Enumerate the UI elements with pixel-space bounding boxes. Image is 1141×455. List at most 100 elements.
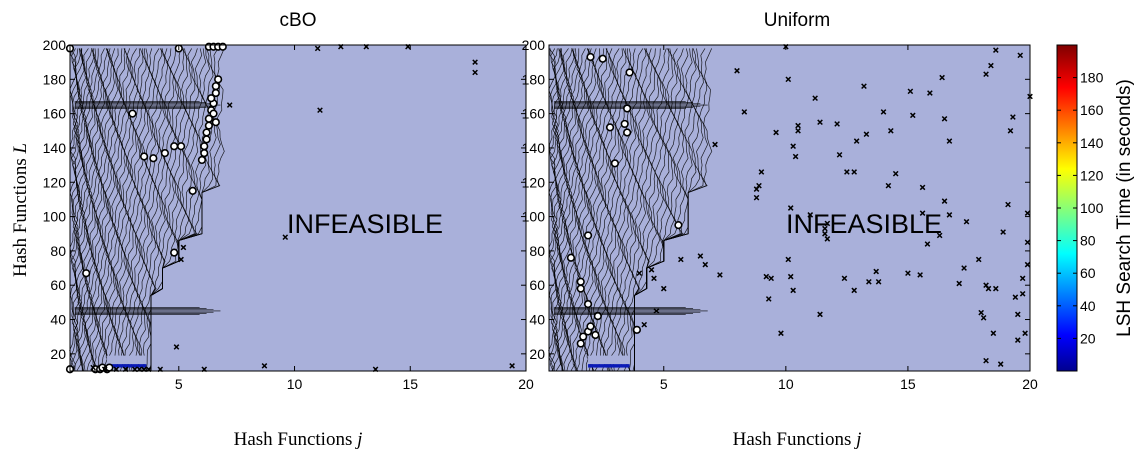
cross-point	[887, 127, 894, 134]
contour-line	[608, 48, 619, 372]
contour-line	[558, 48, 568, 372]
colorbar-tick-label: 80	[1080, 233, 1096, 249]
cross-point	[753, 186, 760, 192]
cross-point	[885, 182, 892, 189]
y-tick-label: 60	[529, 277, 545, 293]
contour-line	[107, 48, 117, 372]
cross-point	[261, 363, 268, 369]
circle-point	[623, 128, 632, 137]
cross-point	[941, 198, 948, 204]
circle-point	[128, 109, 137, 118]
contour-line	[548, 48, 558, 372]
cross-point	[946, 138, 953, 144]
cross-point	[863, 131, 870, 138]
colorbar-tick-label: 140	[1080, 135, 1104, 151]
circle-point	[209, 109, 218, 118]
contour-lines	[548, 48, 713, 372]
circle-point	[586, 52, 595, 62]
cross-point	[734, 67, 740, 74]
circle-point	[82, 269, 91, 278]
contour-line	[588, 48, 598, 372]
circle-series	[566, 52, 683, 348]
cross-point	[787, 205, 794, 211]
cross-point	[768, 275, 775, 282]
cross-point	[282, 234, 289, 240]
contour-line	[147, 48, 156, 372]
cross-point	[841, 275, 848, 282]
y-tick-label: 100	[522, 209, 546, 225]
cross-point	[173, 344, 180, 350]
cross-point	[712, 141, 718, 148]
contour-line	[563, 48, 574, 372]
cross-point	[1019, 275, 1026, 282]
cross-point	[919, 210, 926, 216]
circle-point	[598, 54, 607, 63]
cross-point	[787, 273, 794, 280]
feasible-sliver	[107, 364, 147, 368]
contour-line	[634, 48, 713, 371]
cross-point	[753, 194, 760, 201]
cross-point	[824, 236, 831, 242]
cross-point	[1012, 294, 1019, 301]
cross-point	[90, 364, 96, 371]
contour-line	[97, 48, 107, 372]
contour-line	[72, 48, 81, 372]
circle-point	[170, 248, 179, 257]
plot-frame	[69, 44, 527, 372]
plot-frame	[548, 44, 1031, 372]
colorbar-tick-label: 60	[1080, 265, 1096, 281]
colorbar: 20 40 60 80 100 120 140 160 180 LSH Search Time …	[1056, 44, 1135, 372]
cross-point	[317, 107, 323, 114]
circle-point	[211, 88, 220, 98]
contour-line	[150, 48, 225, 371]
contour-line	[575, 48, 585, 372]
cross-point	[790, 287, 796, 294]
axis-ticks: 5 10 15 20 20 40 60 80 100 120 140 160 180 200	[43, 37, 534, 392]
cross-point	[1019, 290, 1026, 297]
uniform-x-axis-label: Hash Functions j	[733, 429, 862, 450]
contour-line	[549, 48, 559, 372]
cross-point	[741, 109, 748, 115]
circle-point	[586, 322, 595, 331]
cross-point	[844, 169, 850, 175]
cbo-x-axis-label: Hash Functions j	[234, 429, 363, 450]
cross-point	[314, 45, 321, 52]
circle-point	[576, 284, 585, 293]
feasible-sliver	[588, 364, 630, 368]
cross-point	[907, 88, 914, 95]
cross-point	[1024, 261, 1031, 268]
y-tick-label: 160	[43, 106, 67, 122]
cross-point	[963, 218, 970, 225]
cbo-title: cBO	[280, 10, 317, 31]
contour-line	[559, 48, 569, 371]
cross-point	[853, 138, 860, 144]
contour-line	[586, 48, 595, 372]
cross-point	[1024, 239, 1031, 246]
cross-point	[875, 278, 882, 285]
circle-point	[204, 114, 213, 123]
cross-point	[472, 59, 478, 65]
cross-point	[978, 309, 984, 316]
circle-point	[625, 68, 634, 77]
y-tick-label: 140	[43, 140, 67, 156]
circle-point	[214, 75, 223, 84]
cross-point	[765, 296, 772, 302]
cross-point	[792, 153, 799, 160]
y-tick-label: 60	[50, 277, 66, 293]
x-tick-label: 10	[287, 376, 303, 392]
y-tick-label: 180	[522, 71, 546, 87]
x-tick-label: 5	[660, 376, 668, 392]
circle-point	[593, 311, 602, 321]
cross-point	[836, 151, 843, 158]
y-tick-label: 120	[43, 174, 67, 190]
circle-point	[197, 155, 207, 165]
cross-point	[980, 314, 987, 321]
cross-point	[919, 184, 926, 191]
contour-line	[553, 48, 562, 372]
cross-point	[990, 330, 997, 337]
colorbar-tick-label: 120	[1080, 167, 1104, 183]
circle-point	[591, 330, 600, 340]
cross-point	[226, 102, 233, 108]
cross-point	[946, 212, 953, 218]
